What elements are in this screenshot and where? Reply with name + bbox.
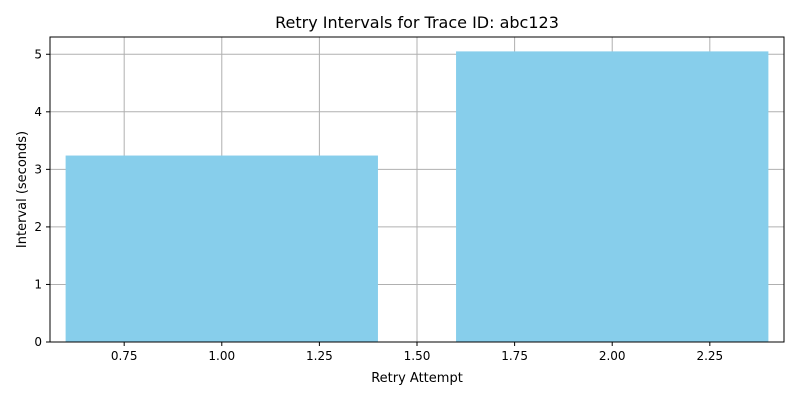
y-tick-label: 4 [34,105,42,119]
x-tick-label: 1.25 [306,349,333,363]
x-tick-label: 1.75 [501,349,528,363]
bars [65,51,769,343]
y-tick-label: 0 [34,335,42,349]
y-tick-label: 2 [34,220,42,234]
plot-frame [49,36,785,343]
chart-title: Retry Intervals for Trace ID: abc123 [275,13,559,32]
y-tick-label: 3 [34,162,42,176]
x-tick-label: 1.00 [208,349,235,363]
x-axis-label: Retry Attempt [371,371,463,386]
axis-ticks: 0.75 1.00 1.25 1.50 1.75 2.00 2.25 0 1 2 3 4 5 [34,47,723,363]
x-tick-label: 2.00 [599,349,626,363]
y-tick-label: 1 [34,277,42,291]
y-axis-label: Interval (seconds) [15,131,30,248]
x-tick-label: 2.25 [696,349,723,363]
x-tick-label: 0.75 [111,349,138,363]
x-tick-label: 1.50 [404,349,431,363]
bar [456,51,769,343]
bar [65,155,378,342]
y-tick-label: 5 [34,47,42,61]
